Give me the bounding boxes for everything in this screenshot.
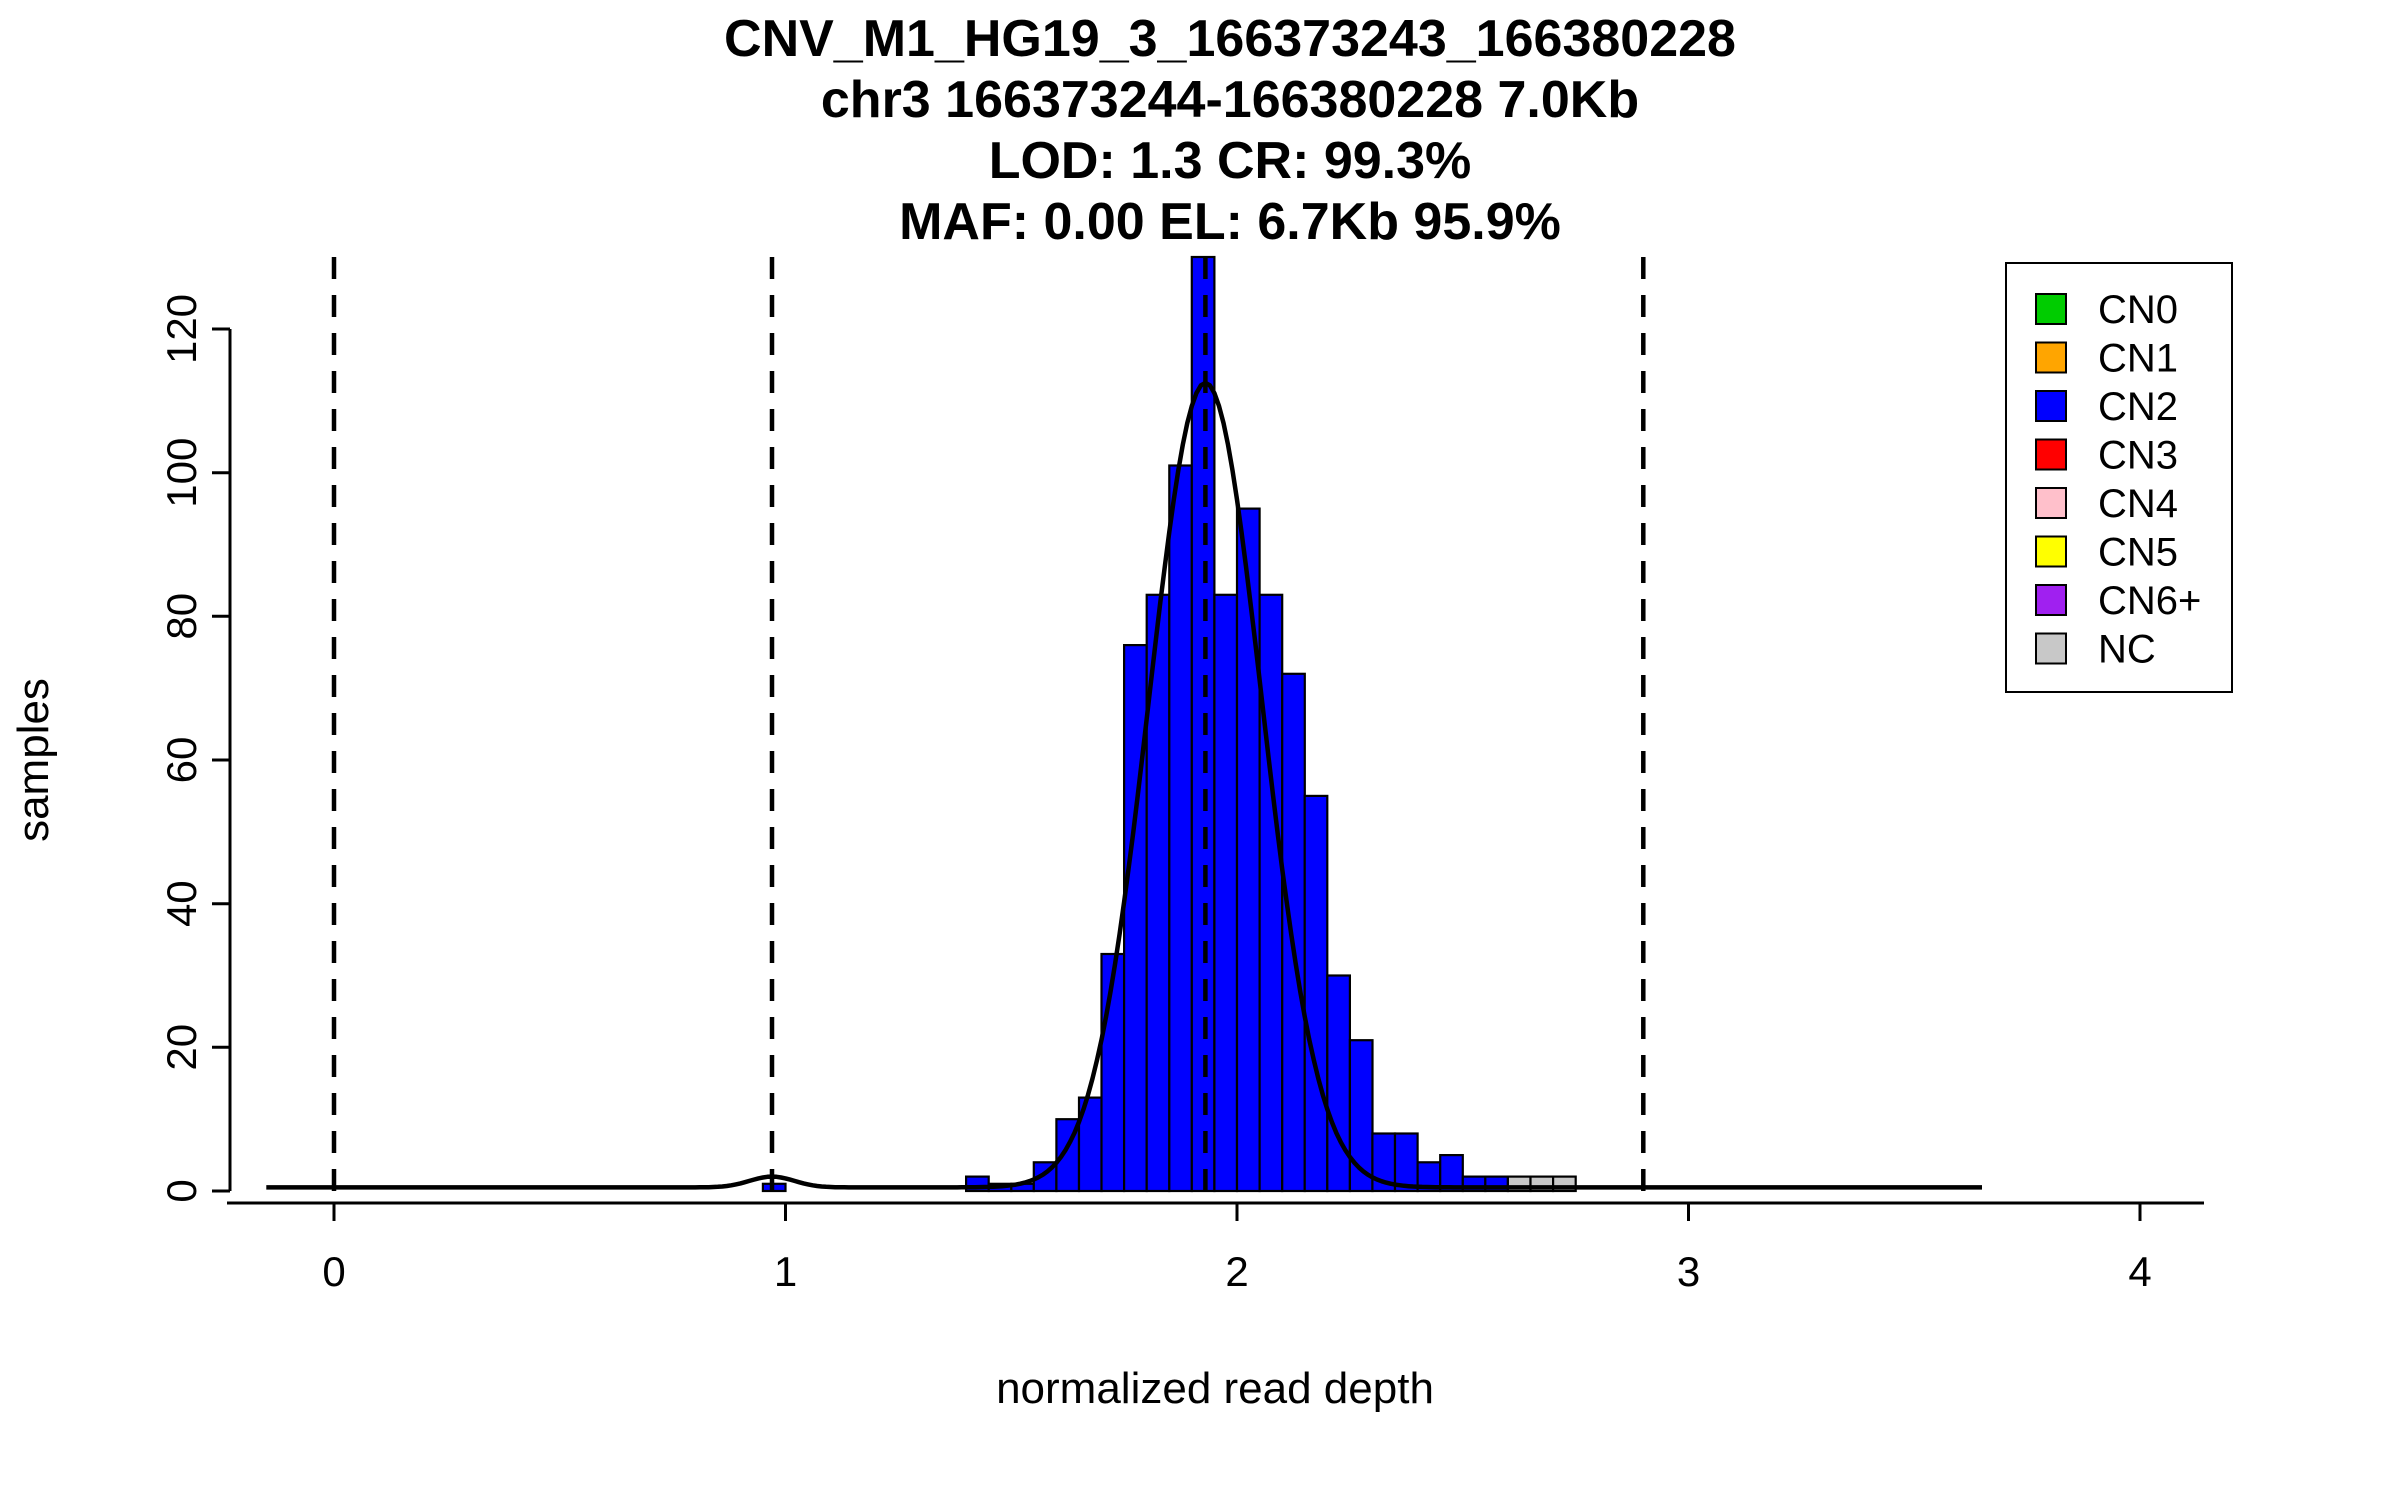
title-line-2: chr3 166373244-166380228 7.0Kb: [821, 71, 1639, 129]
legend-swatch-nc: [2035, 632, 2067, 665]
x-axis-label: normalized read depth: [996, 1364, 1434, 1413]
legend-swatch-cn4: [2035, 487, 2067, 519]
legend-label-cn4: CN4: [2098, 482, 2178, 526]
legend-label-nc: NC: [2098, 628, 2156, 672]
histogram-bar-cn2: [1303, 794, 1329, 1193]
x-tick-label: 2: [1225, 1248, 1248, 1295]
legend-label-cn0: CN0: [2098, 288, 2178, 332]
histogram-bar-cn2: [1258, 593, 1284, 1193]
histogram-bar-cn2: [1326, 974, 1352, 1193]
y-tick-label: 40: [158, 880, 205, 927]
legend-swatch-cn2: [2035, 390, 2067, 422]
histogram-bar-cn2: [1281, 672, 1306, 1193]
legend-swatch-cn6plus: [2035, 584, 2067, 616]
title-line-1: CNV_M1_HG19_3_166373243_166380228: [724, 10, 1736, 68]
x-tick-label: 3: [1677, 1248, 1700, 1295]
y-tick-label: 60: [158, 737, 205, 784]
y-tick-label: 20: [158, 1024, 205, 1071]
cn-cluster-dashed-lines: [331, 257, 1646, 1196]
x-tick-label: 1: [774, 1248, 797, 1295]
title-line-4: MAF: 0.00 EL: 6.7Kb 95.9%: [899, 193, 1561, 251]
legend-box: [2005, 262, 2233, 693]
histogram-bars: [761, 255, 1577, 1193]
legend-label-cn3: CN3: [2098, 434, 2178, 478]
x-tick-label: 0: [322, 1248, 345, 1295]
histogram-bar-cn2: [1235, 507, 1261, 1193]
legend-swatch-cn3: [2035, 438, 2067, 471]
histogram-bar-cn2: [1439, 1153, 1464, 1193]
legend-swatch-cn1: [2035, 341, 2067, 374]
legend-label-cn1: CN1: [2098, 337, 2178, 381]
histogram-bar-cn2: [1348, 1039, 1374, 1193]
legend-swatch-cn0: [2035, 293, 2067, 325]
histogram-bar-cn2: [1122, 643, 1148, 1193]
y-tick-label: 120: [158, 294, 205, 364]
legend-label-cn5: CN5: [2098, 531, 2178, 575]
histogram-bar-cn2: [1213, 593, 1239, 1193]
fit-curve-path: [266, 380, 1982, 1190]
y-tick-label: 100: [158, 438, 205, 508]
legend-swatch-cn5: [2035, 535, 2067, 568]
x-tick-label: 4: [2128, 1248, 2151, 1295]
histogram-bar-cn2: [1393, 1132, 1419, 1193]
histogram-bar-cn2: [1168, 464, 1194, 1193]
legend-label-cn6plus: CN6+: [2098, 579, 2201, 623]
y-tick-label: 0: [158, 1179, 205, 1202]
chart-title: CNV_M1_HG19_3_166373243_166380228 chr3 1…: [724, 10, 1736, 251]
gaussian-fit-curve: [266, 380, 1982, 1190]
y-tick-label: 80: [158, 593, 205, 640]
legend-label-cn2: CN2: [2098, 385, 2178, 429]
title-line-3: LOD: 1.3 CR: 99.3%: [989, 132, 1472, 190]
y-axis-label: samples: [9, 678, 58, 842]
